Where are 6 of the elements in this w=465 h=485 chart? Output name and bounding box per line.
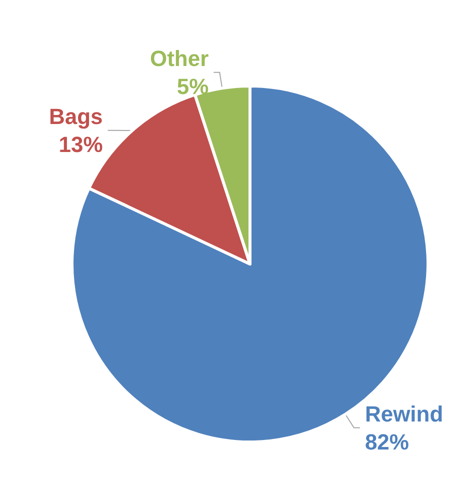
data-label: 13% xyxy=(58,132,103,157)
data-label: 5% xyxy=(176,74,209,99)
slice-label: Other xyxy=(150,46,210,71)
slice-label: Bags xyxy=(48,104,103,129)
slice-label: Rewind xyxy=(364,401,444,426)
data-label: 82% xyxy=(364,429,409,454)
